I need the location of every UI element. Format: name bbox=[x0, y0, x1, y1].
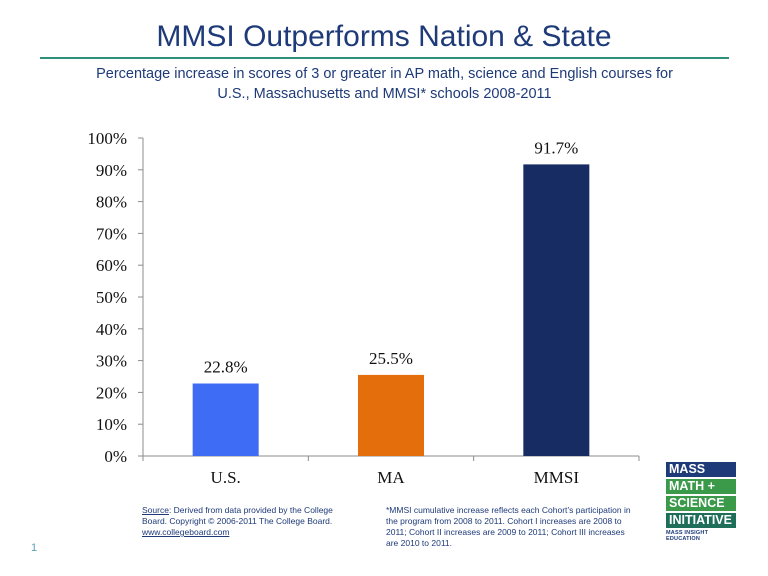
logo-line-2: MATH + bbox=[666, 479, 736, 494]
y-tick-label: 40% bbox=[96, 320, 127, 339]
bar-mmsi bbox=[523, 164, 590, 457]
data-label: 22.8% bbox=[204, 357, 248, 376]
y-tick-label: 10% bbox=[96, 415, 127, 434]
data-label: 25.5% bbox=[369, 349, 413, 368]
logo-line-4: INITIATIVE bbox=[666, 513, 736, 528]
logo-subtitle: MASS INSIGHT EDUCATION bbox=[666, 530, 709, 542]
y-tick-label: 0% bbox=[104, 447, 127, 466]
source-link[interactable]: www.collegeboard.com bbox=[142, 527, 230, 537]
x-category-label: MMSI bbox=[534, 468, 580, 487]
y-tick-label: 50% bbox=[96, 288, 127, 307]
y-tick-label: 90% bbox=[96, 161, 127, 180]
data-label: 91.7% bbox=[534, 138, 578, 157]
slide-title: MMSI Outperforms Nation & State bbox=[156, 20, 612, 53]
y-tick-label: 20% bbox=[96, 383, 127, 402]
y-tick-label: 70% bbox=[96, 224, 127, 243]
x-category-label: U.S. bbox=[211, 468, 241, 487]
page-number: 1 bbox=[31, 542, 38, 554]
title-divider bbox=[40, 57, 729, 59]
mmsi-footnote: *MMSI cumulative increase reflects each … bbox=[386, 505, 631, 548]
y-tick-label: 80% bbox=[96, 193, 127, 212]
x-category-label: MA bbox=[377, 468, 405, 487]
bar-ma bbox=[358, 374, 424, 456]
subtitle-line-1: Percentage increase in scores of 3 or gr… bbox=[96, 66, 673, 82]
y-tick-label: 30% bbox=[96, 352, 127, 371]
slide-subtitle: Percentage increase in scores of 3 or gr… bbox=[40, 64, 729, 104]
source-text-1: : Derived from data provided by the Coll… bbox=[168, 505, 333, 515]
logo-line-1: MASS bbox=[666, 462, 736, 477]
mass-math-science-initiative-logo: MASS MATH + SCIENCE INITIATIVE MASS INSI… bbox=[666, 462, 736, 542]
logo-line-3: SCIENCE bbox=[666, 496, 736, 511]
subtitle-line-2: U.S., Massachusetts and MMSI* schools 20… bbox=[217, 86, 552, 102]
y-tick-label: 100% bbox=[87, 129, 127, 148]
source-text-2: Board. Copyright © 2006-2011 The College… bbox=[142, 516, 333, 526]
source-label: Source bbox=[142, 505, 169, 515]
source-note: Source: Derived from data provided by th… bbox=[142, 505, 357, 538]
y-tick-label: 60% bbox=[96, 256, 127, 275]
bar-us bbox=[192, 383, 259, 456]
